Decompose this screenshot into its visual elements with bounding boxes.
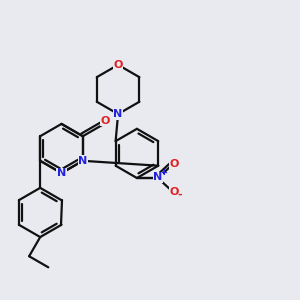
Text: -: - xyxy=(177,190,182,200)
Text: N: N xyxy=(57,168,66,178)
Text: N: N xyxy=(78,156,87,166)
Text: O: O xyxy=(169,160,179,170)
Text: N: N xyxy=(153,172,163,182)
Text: +: + xyxy=(160,168,167,177)
Text: O: O xyxy=(113,60,123,70)
Text: O: O xyxy=(101,116,110,126)
Text: O: O xyxy=(169,187,179,196)
Text: N: N xyxy=(113,109,123,119)
